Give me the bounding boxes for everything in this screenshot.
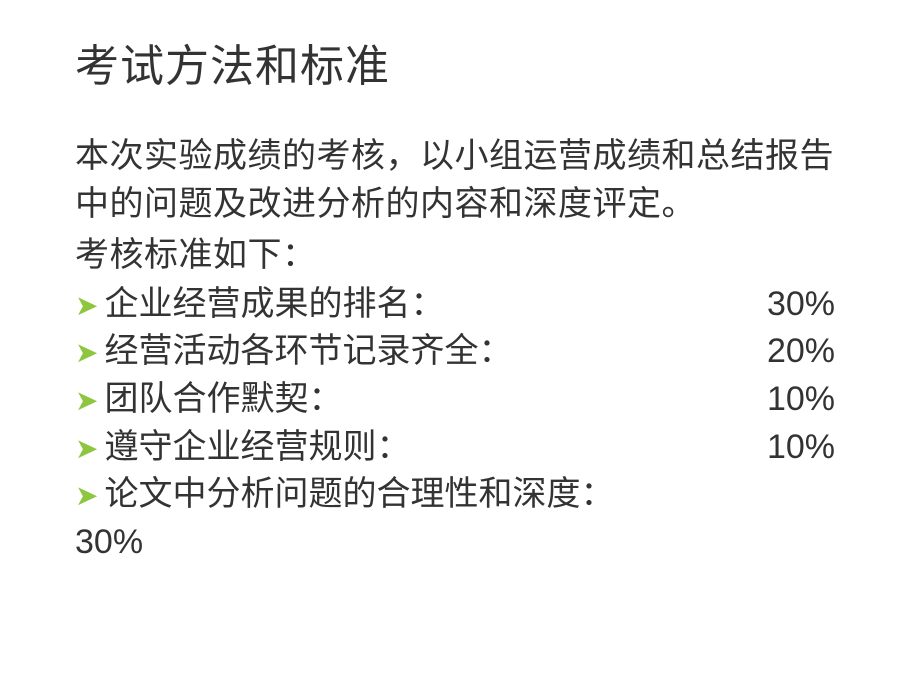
criteria-weight: 20% bbox=[767, 328, 850, 376]
list-item: ➤ 企业经营成果的排名： 30% bbox=[75, 281, 850, 329]
list-item: ➤ 遵守企业经营规则： 10% bbox=[75, 424, 850, 472]
bullet-icon: ➤ bbox=[75, 476, 98, 515]
criteria-label: 论文中分析问题的合理性和深度： bbox=[104, 471, 614, 519]
criteria-weight: 10% bbox=[767, 376, 850, 424]
slide-title: 考试方法和标准 bbox=[75, 30, 850, 94]
bullet-icon: ➤ bbox=[75, 381, 98, 420]
criteria-list: ➤ 企业经营成果的排名： 30% ➤ 经营活动各环节记录齐全： 20% ➤ 团队… bbox=[75, 281, 850, 519]
criteria-weight-wrapped: 30% bbox=[75, 519, 850, 567]
list-item: ➤ 论文中分析问题的合理性和深度： bbox=[75, 471, 850, 519]
list-item: ➤ 经营活动各环节记录齐全： 20% bbox=[75, 328, 850, 376]
subtitle-text: 考核标准如下： bbox=[75, 231, 850, 279]
slide-container: 考试方法和标准 本次实验成绩的考核，以小组运营成绩和总结报告中的问题及改进分析的… bbox=[0, 0, 920, 596]
criteria-label: 经营活动各环节记录齐全： bbox=[104, 328, 512, 376]
criteria-label: 团队合作默契： bbox=[104, 376, 342, 424]
criteria-label: 企业经营成果的排名： bbox=[104, 281, 444, 329]
bullet-icon: ➤ bbox=[75, 333, 98, 372]
list-item: ➤ 团队合作默契： 10% bbox=[75, 376, 850, 424]
criteria-weight: 30% bbox=[767, 281, 850, 329]
bullet-icon: ➤ bbox=[75, 429, 98, 468]
description-text: 本次实验成绩的考核，以小组运营成绩和总结报告中的问题及改进分析的内容和深度评定。 bbox=[75, 132, 850, 229]
bullet-icon: ➤ bbox=[75, 286, 98, 325]
criteria-weight: 10% bbox=[767, 424, 850, 472]
criteria-label: 遵守企业经营规则： bbox=[104, 424, 410, 472]
